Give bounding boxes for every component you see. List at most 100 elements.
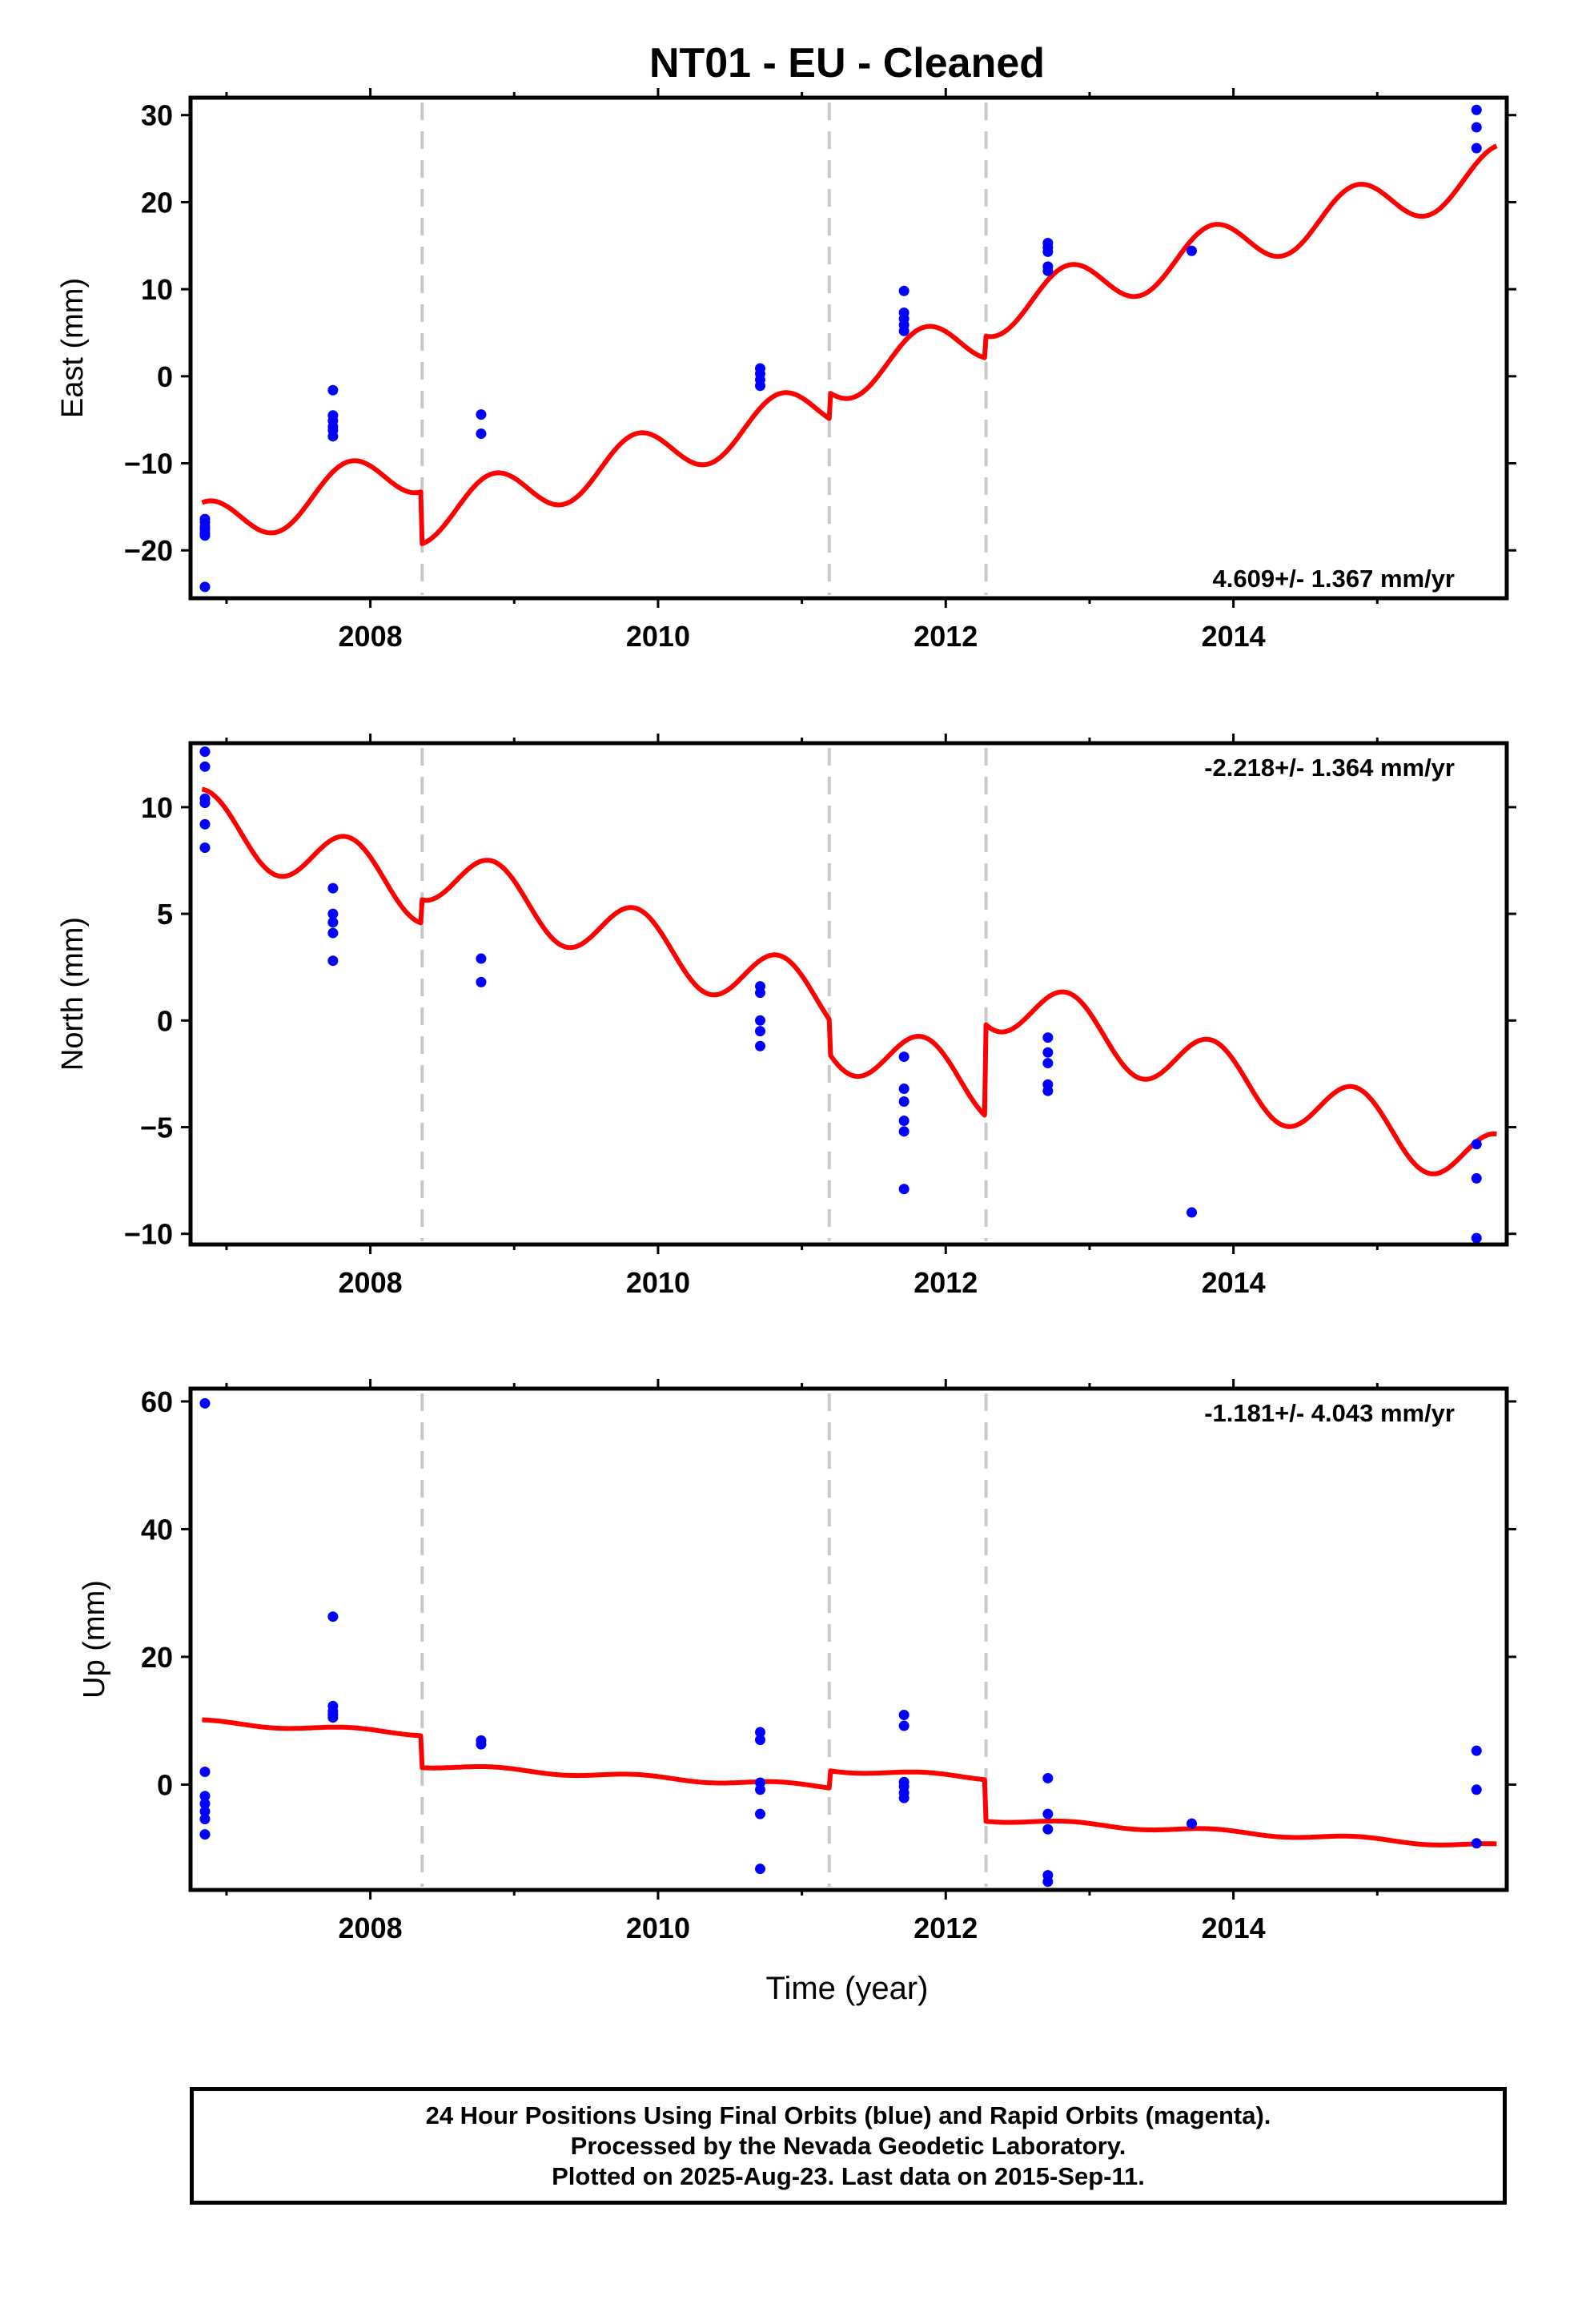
data-point: [327, 384, 339, 396]
data-point: [1471, 1139, 1482, 1150]
data-point: [1042, 1823, 1054, 1835]
data-point: [1042, 1058, 1054, 1069]
panel-east: 2008 2010 2012 2014 −20 −10 0 10 20 30 East (mm) 4.…: [56, 88, 1516, 653]
data-point: [898, 1126, 909, 1137]
data-point: [199, 842, 211, 854]
data-point: [898, 1709, 909, 1720]
data-point: [327, 955, 339, 967]
data-point: [1471, 104, 1482, 115]
data-point: [1471, 122, 1482, 133]
data-point: [476, 953, 487, 964]
data-point: [199, 1791, 211, 1802]
rate-label: -2.218+/- 1.364 mm/yr: [1204, 754, 1455, 782]
x-tick-label: 2010: [626, 1912, 690, 1944]
data-point: [755, 1808, 766, 1819]
fit-line: [201, 143, 1498, 546]
y-tick-label: −10: [124, 1218, 173, 1251]
data-point: [199, 1397, 211, 1409]
data-point: [1042, 265, 1054, 276]
data-point: [755, 987, 766, 999]
data-point: [476, 428, 487, 440]
data-point: [898, 1792, 909, 1803]
y-tick-label: 0: [157, 360, 173, 393]
data-point: [755, 1026, 766, 1037]
data-point: [476, 409, 487, 420]
y-tick-label: −5: [140, 1111, 173, 1144]
caption-line: Processed by the Nevada Geodetic Laborat…: [570, 2131, 1126, 2160]
y-tick-label: 30: [141, 99, 173, 132]
data-point: [1471, 1838, 1482, 1849]
data-point: [327, 927, 339, 939]
data-point: [327, 883, 339, 894]
y-tick-label: 0: [157, 1004, 173, 1037]
data-point: [327, 1611, 339, 1622]
data-point: [755, 1015, 766, 1026]
data-point: [1471, 1784, 1482, 1795]
data-point: [898, 1115, 909, 1126]
plot-frame: [188, 741, 1509, 1247]
data-point: [1186, 1818, 1198, 1829]
data-point: [199, 746, 211, 758]
data-point: [898, 1051, 909, 1063]
data-point: [898, 325, 909, 336]
panel-up: 2008 2010 2012 2014 0 20 40 60 Up (mm) -1.181+/- …: [78, 1379, 1516, 1944]
data-point: [898, 1720, 909, 1731]
data-point: [755, 1784, 766, 1795]
data-point: [1042, 1772, 1054, 1783]
data-point: [1042, 1047, 1054, 1058]
y-tick-label: 20: [141, 1641, 173, 1674]
data-point: [898, 1096, 909, 1108]
data-point: [327, 917, 339, 928]
data-point: [1042, 246, 1054, 257]
data-point: [1042, 1808, 1054, 1819]
panel-north: 2008 2010 2012 2014 −10 −5 0 5 10 North (mm) -2.21…: [56, 734, 1516, 1299]
y-axis-label: North (mm): [56, 917, 90, 1071]
data-point: [1186, 1207, 1198, 1218]
data-point: [755, 1727, 766, 1738]
fit-line: [201, 786, 1498, 1176]
x-tick-label: 2008: [339, 620, 403, 653]
data-point: [199, 1813, 211, 1824]
data-point: [1471, 143, 1482, 154]
data-point: [755, 380, 766, 392]
y-axis-label: Up (mm): [78, 1580, 111, 1699]
data-point: [327, 1712, 339, 1723]
y-axis-label: East (mm): [56, 278, 90, 418]
data-point: [898, 1184, 909, 1195]
x-tick-label: 2014: [1202, 620, 1266, 653]
data-point: [755, 1735, 766, 1746]
x-tick-label: 2012: [913, 1912, 978, 1944]
data-point: [1471, 1745, 1482, 1756]
x-tick-label: 2010: [626, 1266, 690, 1299]
y-tick-label: −20: [124, 534, 173, 567]
x-tick-label: 2014: [1202, 1912, 1266, 1944]
data-point: [199, 1798, 211, 1809]
data-point: [476, 976, 487, 987]
x-tick-label: 2010: [626, 620, 690, 653]
chart-title: NT01 - EU - Cleaned: [649, 40, 1045, 86]
x-tick-label: 2014: [1202, 1266, 1266, 1299]
data-point: [199, 1829, 211, 1840]
y-tick-label: 10: [141, 273, 173, 306]
data-point: [476, 1739, 487, 1750]
x-tick-label: 2008: [339, 1266, 403, 1299]
data-point: [1042, 1085, 1054, 1096]
data-point: [199, 798, 211, 809]
data-point: [199, 761, 211, 772]
fit-line: [201, 1717, 1498, 1848]
x-axis-label: Time (year): [766, 1971, 929, 2006]
data-point: [1186, 245, 1198, 256]
y-tick-label: 10: [141, 791, 173, 824]
caption-line: Plotted on 2025-Aug-23. Last data on 201…: [552, 2161, 1145, 2190]
x-tick-label: 2012: [913, 620, 978, 653]
data-point: [755, 1040, 766, 1051]
data-point: [1471, 1172, 1482, 1184]
data-point: [327, 431, 339, 442]
plot-frame: [188, 1386, 1509, 1892]
data-point: [199, 581, 211, 593]
data-point: [199, 818, 211, 830]
x-tick-label: 2012: [913, 1266, 978, 1299]
y-tick-label: 60: [141, 1385, 173, 1418]
